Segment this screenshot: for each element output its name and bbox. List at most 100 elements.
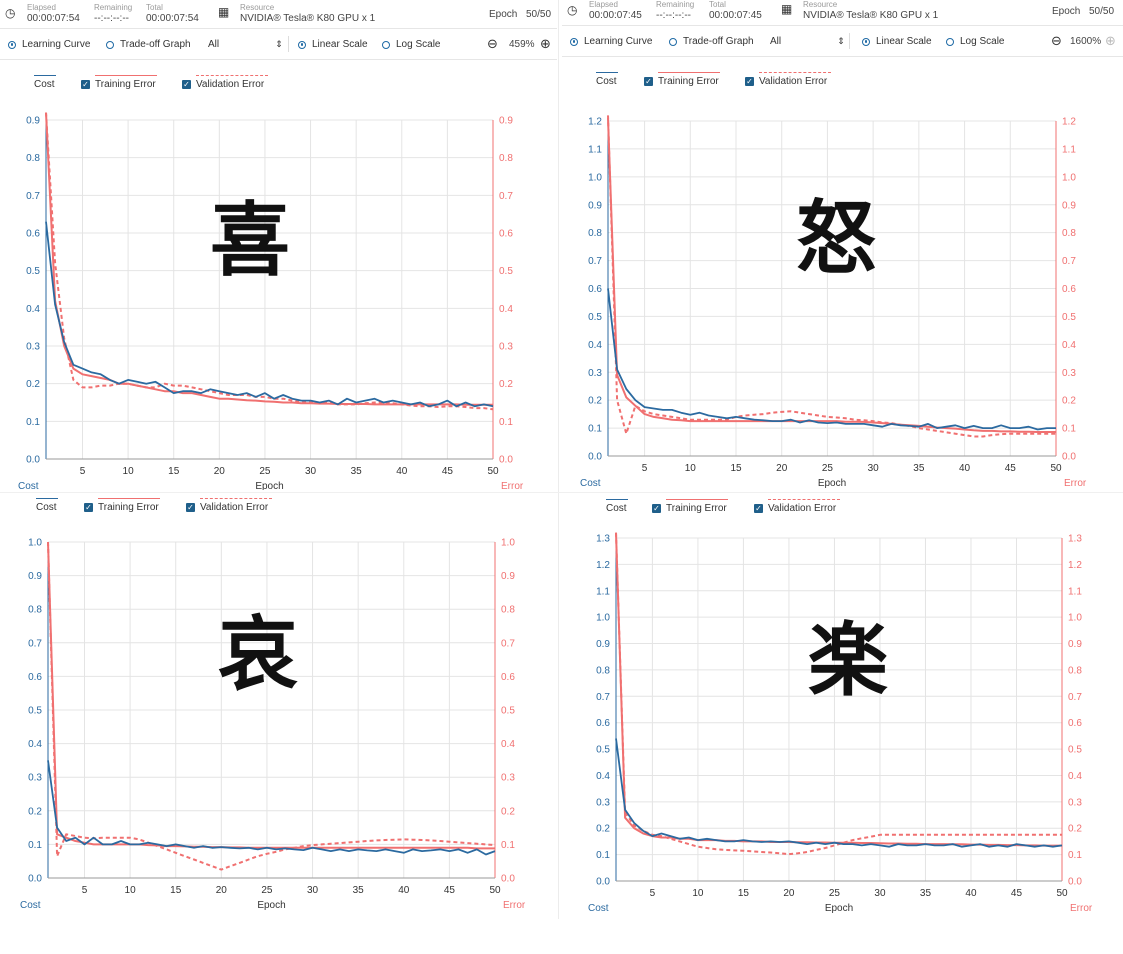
legend-validation-error[interactable]: ✓ Validation Error [182, 79, 264, 90]
y-tick-label-right: 1.1 [1062, 144, 1076, 155]
y-tick-label-right: 0.5 [1062, 312, 1076, 323]
learning-curve-radio[interactable]: Learning Curve [8, 39, 90, 50]
y-tick-label-right: 0.8 [501, 605, 515, 616]
tradeoff-graph-label: Trade-off Graph [683, 36, 754, 47]
linear-scale-radio[interactable]: Linear Scale [862, 36, 932, 47]
legend-swatch-cost [34, 75, 56, 76]
y-tick-label-left: 0.6 [28, 672, 42, 683]
filter-select[interactable]: All ⇕ [208, 39, 283, 50]
y-tick-label-right: 0.9 [499, 116, 513, 127]
legend-validation-error[interactable]: ✓ Validation Error [745, 76, 827, 87]
x-tick-label: 15 [168, 466, 180, 477]
checkbox-checked-icon: ✓ [182, 80, 191, 89]
legend-training-error[interactable]: ✓ Training Error [652, 503, 727, 514]
filter-select-value: All [208, 39, 219, 50]
zoom-in-icon[interactable]: ⊕ [1105, 33, 1116, 49]
checkbox-checked-icon: ✓ [652, 504, 661, 513]
y-tick-label-right: 0.2 [1068, 824, 1082, 835]
panel-divider-vertical [558, 0, 559, 919]
x-tick-label: 5 [650, 888, 656, 899]
tradeoff-graph-radio[interactable]: Trade-off Graph [669, 36, 754, 47]
legend-cost[interactable]: Cost [34, 79, 55, 90]
x-tick-label: 20 [216, 885, 228, 896]
y-tick-label-right: 0.4 [1068, 771, 1082, 782]
radio-unchecked-icon [946, 38, 954, 46]
y-tick-label-right: 0.3 [1062, 368, 1076, 379]
remaining-value: --:--:--:-- [656, 10, 691, 21]
gpu-chip-icon: ▦ [218, 5, 229, 19]
zoom-out-icon[interactable]: ⊖ [487, 36, 498, 52]
y-tick-label-left: 1.2 [596, 560, 610, 571]
epoch-label: Epoch [1052, 6, 1080, 17]
learning-curve-label: Learning Curve [22, 39, 90, 50]
x-tick-label: 20 [214, 466, 226, 477]
select-arrows-icon: ⇕ [837, 36, 845, 47]
legend-swatch-cost [596, 72, 618, 73]
total-label: Total [146, 3, 163, 12]
x-tick-label: 15 [738, 888, 750, 899]
linear-scale-radio[interactable]: Linear Scale [298, 39, 368, 50]
learning-curve-radio[interactable]: Learning Curve [570, 36, 652, 47]
status-header: ◷ Elapsed 00:00:07:45 Remaining --:--:--… [562, 0, 1123, 26]
radio-checked-icon [8, 41, 16, 49]
zoom-level: 459% [509, 39, 535, 50]
y-tick-label-left: 0.5 [28, 706, 42, 717]
y-axis-label-left: Cost [580, 478, 601, 489]
linear-scale-label: Linear Scale [312, 39, 368, 50]
chart-legend: Cost ✓ Training Error ✓ Validation Error [596, 72, 896, 88]
y-tick-label-left: 0.3 [596, 797, 610, 808]
legend-validation-label: Validation Error [200, 502, 268, 513]
radio-checked-icon [570, 38, 578, 46]
series-line-cost [616, 739, 1062, 847]
y-tick-label-left: 0.7 [26, 191, 40, 202]
chart-toolbar: Learning Curve Trade-off Graph All ⇕ Line… [562, 26, 1123, 57]
legend-training-error[interactable]: ✓ Training Error [81, 79, 156, 90]
epoch-label: Epoch [489, 9, 517, 20]
legend-cost[interactable]: Cost [606, 503, 627, 514]
legend-validation-error[interactable]: ✓ Validation Error [186, 502, 268, 513]
y-tick-label-right: 0.7 [1068, 692, 1082, 703]
resource-value: NVIDIA® Tesla® K80 GPU x 1 [240, 13, 375, 24]
y-tick-label-right: 0.2 [501, 806, 515, 817]
legend-swatch-cost [36, 498, 58, 499]
zoom-out-icon[interactable]: ⊖ [1051, 33, 1062, 49]
y-tick-label-left: 1.2 [588, 117, 602, 128]
x-tick-label: 30 [307, 885, 319, 896]
x-tick-label: 35 [920, 888, 932, 899]
legend-cost[interactable]: Cost [36, 502, 57, 513]
log-scale-radio[interactable]: Log Scale [382, 39, 440, 50]
legend-training-label: Training Error [666, 503, 727, 514]
y-tick-label-right: 0.1 [1068, 850, 1082, 861]
x-tick-label: 40 [965, 888, 977, 899]
y-tick-label-left: 0.2 [26, 379, 40, 390]
radio-unchecked-icon [106, 41, 114, 49]
legend-cost-label: Cost [606, 503, 627, 514]
zoom-in-icon[interactable]: ⊕ [540, 36, 551, 52]
y-tick-label-left: 0.1 [596, 850, 610, 861]
x-tick-label: 40 [398, 885, 410, 896]
legend-training-error[interactable]: ✓ Training Error [644, 76, 719, 87]
filter-select[interactable]: All ⇕ [770, 36, 845, 47]
y-tick-label-left: 0.1 [26, 417, 40, 428]
tradeoff-graph-radio[interactable]: Trade-off Graph [106, 39, 191, 50]
toolbar-separator [288, 36, 289, 52]
y-tick-label-left: 0.2 [596, 824, 610, 835]
log-scale-radio[interactable]: Log Scale [946, 36, 1004, 47]
legend-validation-error[interactable]: ✓ Validation Error [754, 503, 836, 514]
training-panel-anger: ◷ Elapsed 00:00:07:45 Remaining --:--:--… [562, 0, 1123, 492]
y-tick-label-right: 0.3 [1068, 797, 1082, 808]
log-scale-label: Log Scale [396, 39, 440, 50]
x-tick-label: 10 [692, 888, 704, 899]
resource-label: Resource [240, 3, 274, 12]
legend-swatch-training [666, 499, 728, 500]
y-tick-label-left: 0.5 [588, 312, 602, 323]
legend-cost[interactable]: Cost [596, 76, 617, 87]
y-tick-label-right: 0.4 [501, 739, 515, 750]
y-tick-label-left: 0.0 [26, 455, 40, 466]
x-tick-label: 25 [829, 888, 841, 899]
y-tick-label-left: 0.8 [596, 665, 610, 676]
y-tick-label-right: 0.8 [1062, 228, 1076, 239]
x-axis-label: Epoch [818, 478, 846, 489]
legend-training-error[interactable]: ✓ Training Error [84, 502, 159, 513]
training-panel-sorrow: Cost ✓ Training Error ✓ Validation Error 0… [0, 492, 557, 919]
